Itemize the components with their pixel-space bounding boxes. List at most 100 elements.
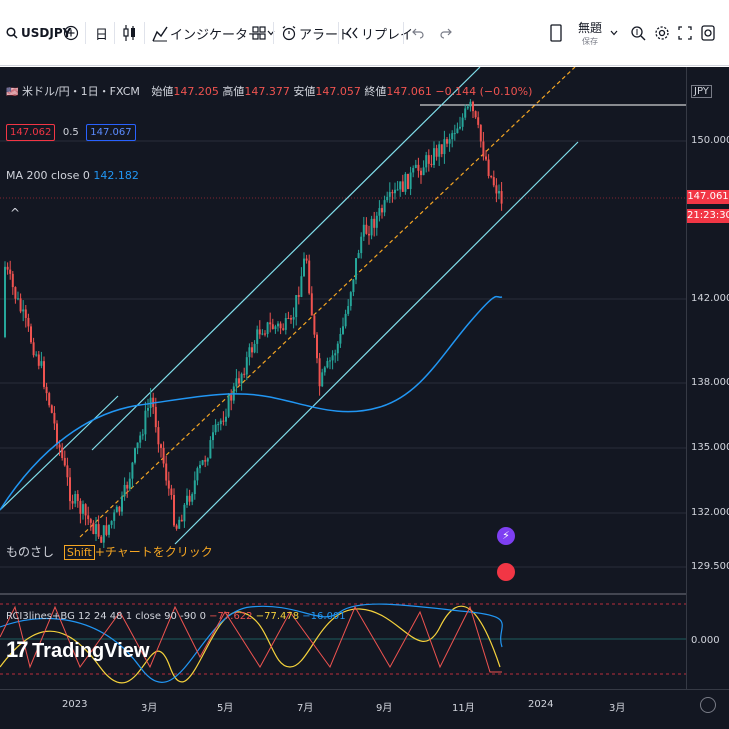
candle-body <box>313 315 316 335</box>
candle-body <box>144 410 147 435</box>
ma-legend: MA 200 close 0 142.182 <box>6 169 139 182</box>
layout-toggle-button[interactable] <box>550 0 562 66</box>
bid-button[interactable]: 147.062 <box>6 124 56 141</box>
candle-body <box>440 144 443 155</box>
candle-body <box>11 273 14 288</box>
bid-ask-row: 147.062 0.5 147.067 <box>6 124 136 141</box>
candle-body <box>219 420 222 425</box>
candle-body <box>204 460 207 462</box>
time-axis[interactable]: 2023 3月 5月 7月 9月 11月 2024 3月 <box>0 689 729 729</box>
camera-icon <box>701 25 715 41</box>
candle-body <box>258 329 261 335</box>
fullscreen-button[interactable] <box>678 0 692 66</box>
alert-label: アラート <box>299 27 352 43</box>
candle-body <box>417 164 420 171</box>
candle-body <box>212 432 214 441</box>
save-label: 保存 <box>582 37 598 46</box>
candle-body <box>105 525 108 535</box>
snapshot-button[interactable] <box>700 0 716 66</box>
candle-body <box>108 524 110 535</box>
candle-body <box>240 373 243 384</box>
hint-suffix: +チャートをクリック <box>94 545 213 559</box>
us-event-flag-icon[interactable] <box>497 563 515 581</box>
candle-body <box>14 287 17 299</box>
candle-body <box>399 181 402 190</box>
time-zone-settings-icon[interactable] <box>700 697 716 713</box>
candles-icon <box>123 25 135 41</box>
compare-button[interactable] <box>63 0 79 66</box>
time-tick: 5月 <box>217 703 234 714</box>
rci-value-short: −77.622 <box>209 611 253 622</box>
candle-body <box>357 253 360 259</box>
price-tick: 150.000 <box>691 135 729 146</box>
currency-label[interactable]: JPY <box>691 85 712 98</box>
candle-body <box>438 144 441 157</box>
top-toolbar: USDJPY 日 インジケーター アラート リプレイ <box>0 0 729 66</box>
flag-icon: 🇺🇸 <box>6 87 19 98</box>
candle-body <box>79 500 82 514</box>
candle-body <box>427 155 430 164</box>
indicators-button[interactable]: インジケーター <box>152 0 275 66</box>
candle-body <box>401 181 404 192</box>
candle-body <box>196 468 199 481</box>
candle-body <box>227 395 230 417</box>
price-chart[interactable] <box>0 67 686 729</box>
candle-body <box>136 442 139 449</box>
candle-body <box>308 260 311 294</box>
candle-body <box>430 163 433 166</box>
undo-button[interactable] <box>412 0 424 66</box>
candle-body <box>225 416 227 422</box>
rci-value-long: −16.001 <box>302 611 346 622</box>
candle-body <box>27 317 30 327</box>
collapse-legend-button[interactable]: ^ <box>10 206 21 220</box>
candle-body <box>71 501 74 504</box>
candle-body <box>175 525 178 529</box>
rci-legend: RCI3lines+BG 12 24 48 1 close 90 -90 0 −… <box>6 611 346 622</box>
toolbar-divider <box>144 22 145 44</box>
candle-body <box>102 525 105 543</box>
candle-body <box>4 266 6 337</box>
candle-body <box>375 215 378 228</box>
chevron-down-icon <box>610 30 618 36</box>
candle-body <box>474 111 477 118</box>
candle-body <box>388 192 391 197</box>
layout-name[interactable]: 無題 保存 <box>578 0 602 66</box>
chart-type-button[interactable] <box>123 0 137 66</box>
price-axis[interactable]: JPY 150.000 142.000 138.000 135.000 132.… <box>686 67 729 689</box>
candle-body <box>269 322 272 325</box>
price-tick: 142.000 <box>691 293 729 304</box>
candle-body <box>222 420 225 422</box>
layouts-button[interactable] <box>252 0 266 66</box>
candle-body <box>56 423 58 445</box>
symbol-search[interactable]: USDJPY <box>6 0 71 66</box>
plus-circle-icon <box>63 25 79 41</box>
candle-body <box>297 295 300 297</box>
candle-body <box>365 224 368 234</box>
candle-body <box>178 519 181 529</box>
candle-body <box>63 457 66 466</box>
redo-button[interactable] <box>440 0 452 66</box>
candle-body <box>360 236 363 254</box>
candle-body <box>342 326 344 334</box>
interval-button[interactable]: 日 <box>95 0 108 66</box>
candle-body <box>479 124 482 142</box>
replay-button[interactable]: リプレイ <box>345 0 413 66</box>
candle-body <box>17 298 19 300</box>
ask-button[interactable]: 147.067 <box>86 124 136 141</box>
layout-menu-button[interactable] <box>610 0 618 66</box>
candle-body <box>287 318 290 320</box>
candle-body <box>326 360 329 368</box>
settings-button[interactable] <box>654 0 670 66</box>
time-tick: 2024 <box>528 699 554 710</box>
news-lightning-icon[interactable]: ⚡ <box>497 527 515 545</box>
candle-body <box>32 342 35 356</box>
candle-body <box>126 484 129 489</box>
channel-extension-line <box>0 395 119 511</box>
alert-button[interactable]: アラート <box>281 0 351 66</box>
candle-body <box>394 189 396 194</box>
candle-body <box>295 295 298 318</box>
search-icon <box>6 27 18 39</box>
candle-body <box>139 435 142 443</box>
quick-search-button[interactable] <box>630 0 646 66</box>
candle-body <box>266 322 269 334</box>
